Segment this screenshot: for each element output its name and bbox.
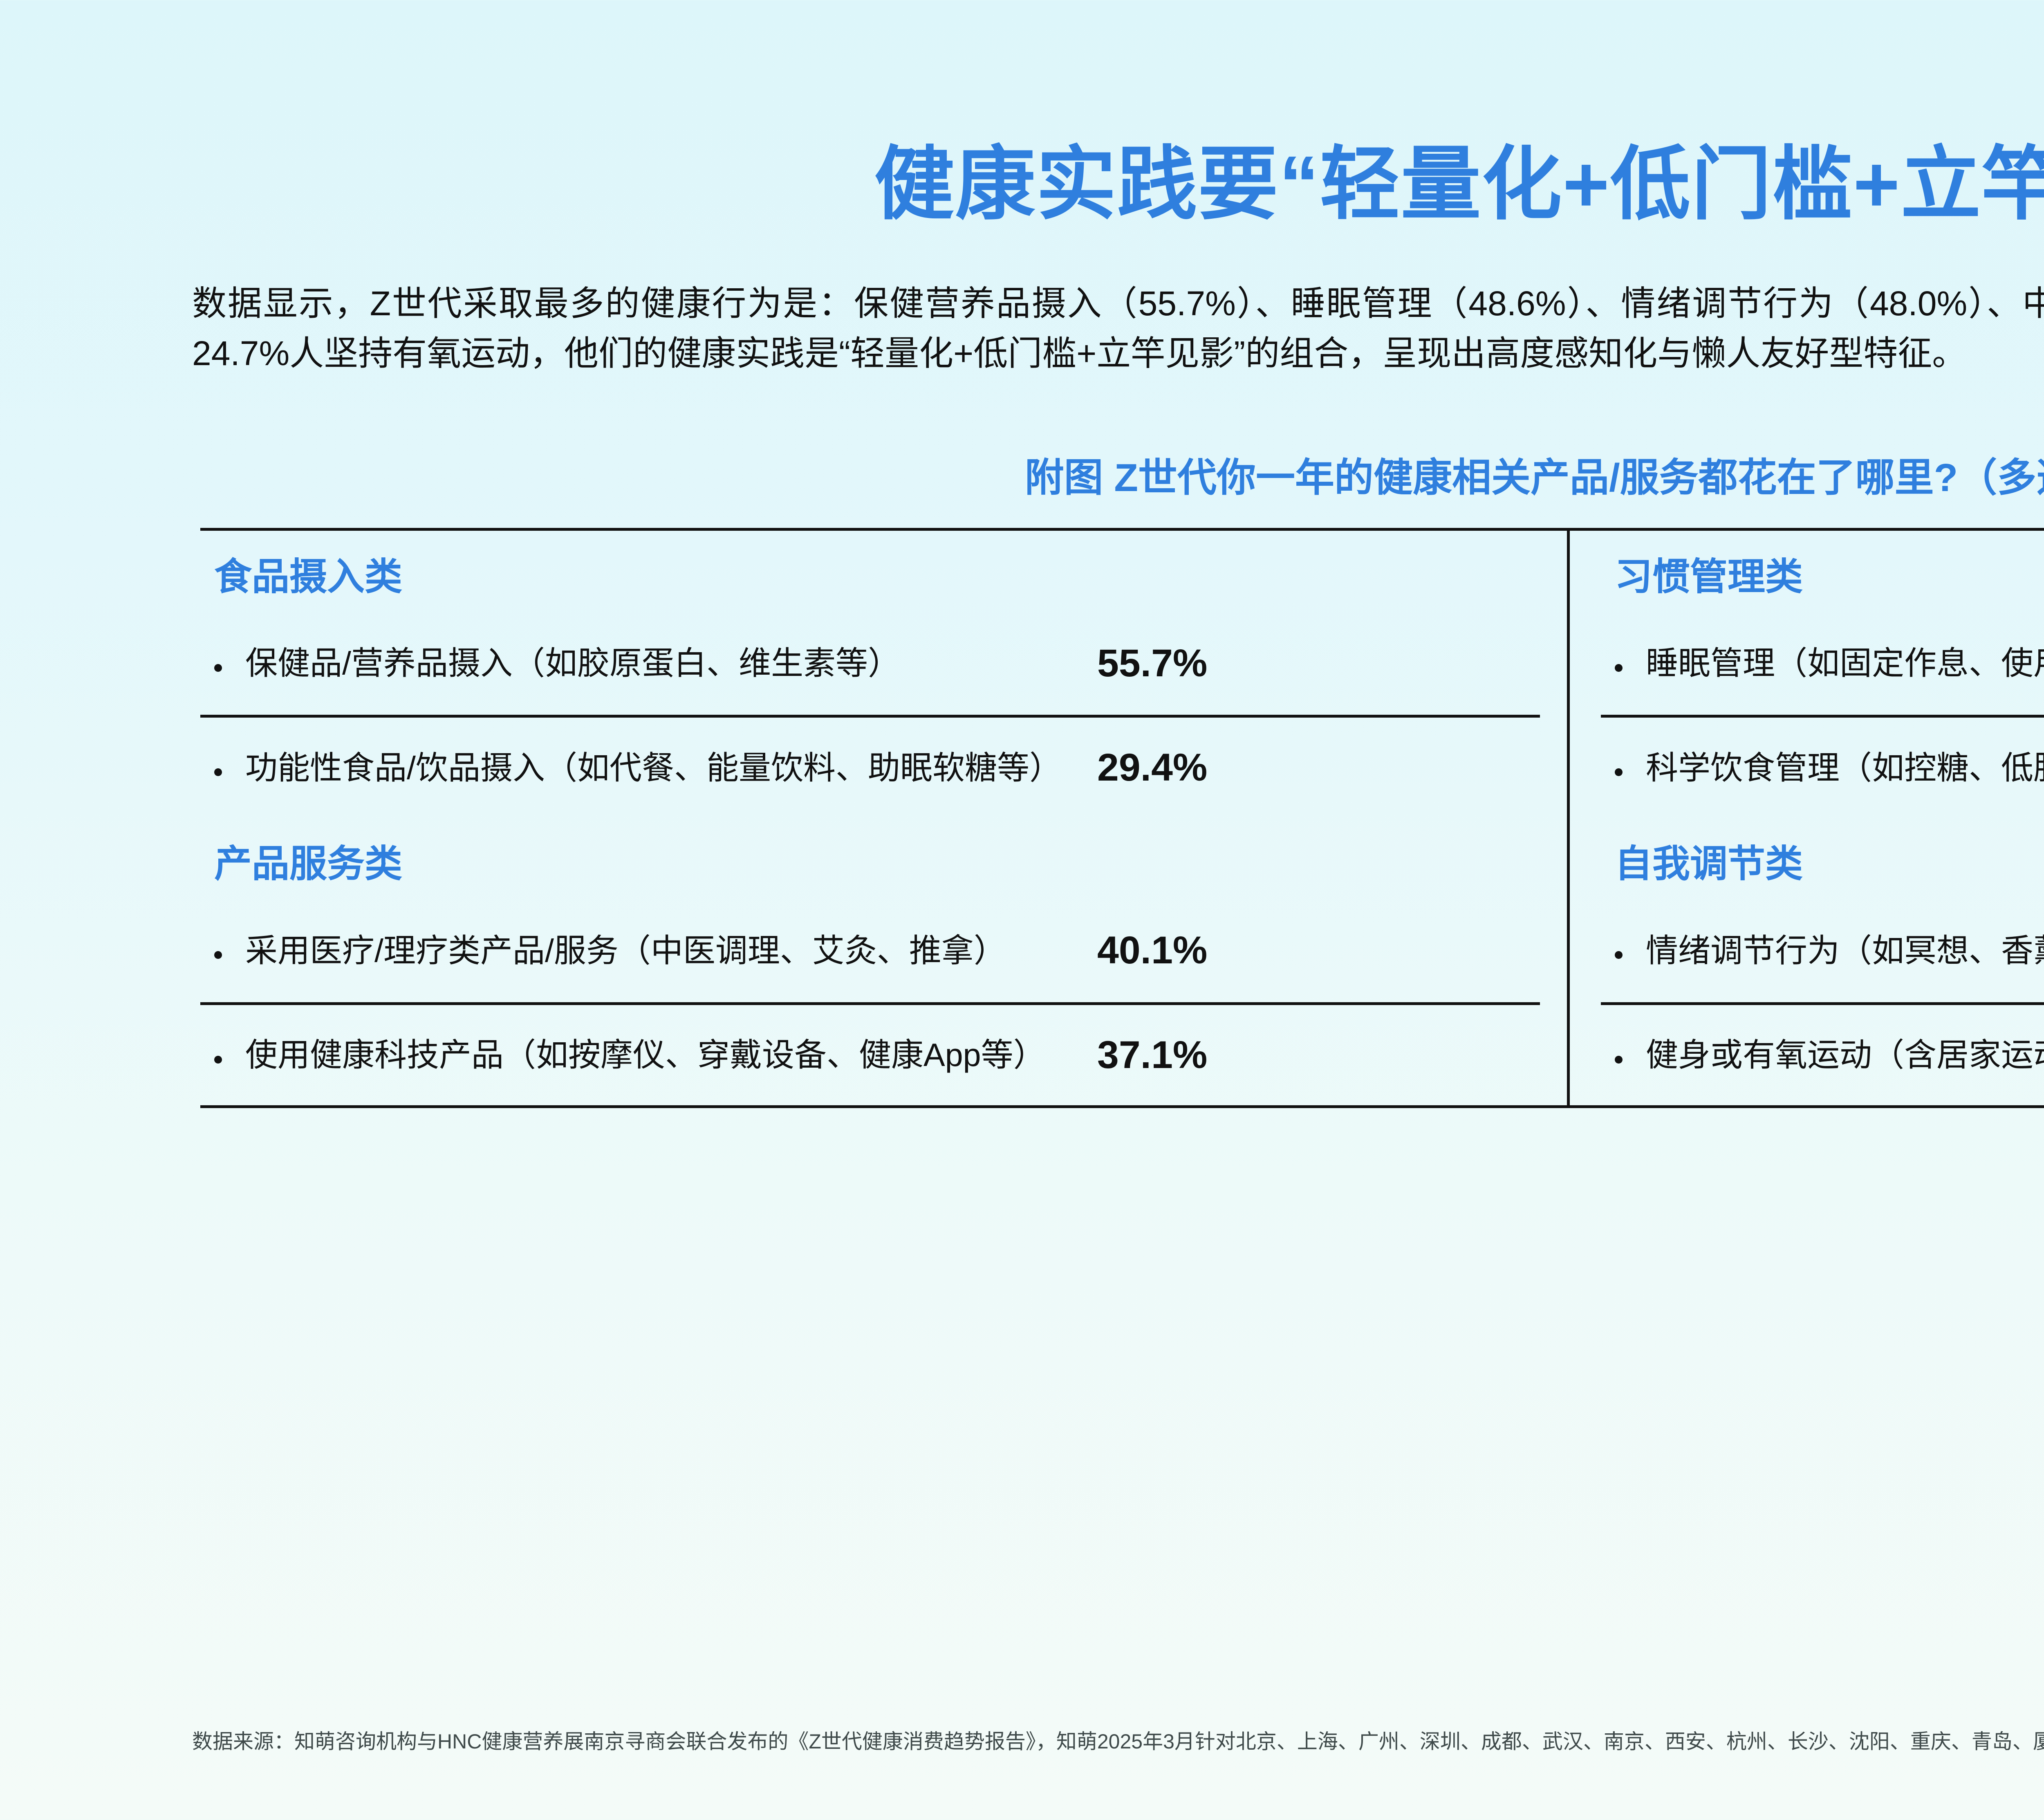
bullet-icon: [214, 648, 245, 678]
category-heading-food-intake: 食品摄入类: [214, 556, 403, 598]
row-label: 健身或有氧运动（含居家运动/健身房/跑步等）: [1646, 1037, 2044, 1073]
row-label: 采用医疗/理疗类产品/服务（中医调理、艾灸、推拿）: [245, 932, 1006, 969]
slide-page: 健康实践要“轻量化+低门槛+立竿见影” 数据显示，Z世代采取最多的健康行为是：保…: [0, 54, 2044, 1820]
row-value: 29.4%: [1097, 746, 1208, 790]
row-label: 情绪调节行为（如冥想、香薰疗愈、热敷、泡脚等）: [1646, 932, 2044, 969]
row-value: 37.1%: [1097, 1033, 1208, 1077]
row-label: 使用健康科技产品（如按摩仪、穿戴设备、健康App等）: [245, 1037, 1046, 1073]
table-row[interactable]: 睡眠管理（如固定作息、使用助眠产品） 48.6%: [1601, 612, 2044, 715]
bullet-icon: [214, 936, 245, 966]
category-heading-habit-management: 习惯管理类: [1615, 556, 1803, 598]
table-row[interactable]: 保健品/营养品摄入（如胶原蛋白、维生素等） 55.7%: [200, 612, 1540, 715]
bullet-icon: [214, 753, 245, 783]
table-column-left: 食品摄入类 保健品/营养品摄入（如胶原蛋白、维生素等） 55.7% 功能性食品/…: [200, 530, 1570, 1105]
table-grid: 食品摄入类 保健品/营养品摄入（如胶原蛋白、维生素等） 55.7% 功能性食品/…: [200, 527, 2044, 1108]
category-heading-self-regulation: 自我调节类: [1615, 843, 1803, 885]
table-row[interactable]: 使用健康科技产品（如按摩仪、穿戴设备、健康App等） 37.1%: [200, 1002, 1540, 1105]
row-value: 55.7%: [1097, 641, 1208, 685]
page-title: 健康实践要“轻量化+低门槛+立竿见影”: [874, 139, 2044, 229]
bullet-icon: [1615, 1040, 1646, 1070]
table-row[interactable]: 功能性食品/饮品摄入（如代餐、能量饮料、助眠软糖等） 29.4%: [200, 715, 1540, 818]
table-row[interactable]: 健身或有氧运动（含居家运动/健身房/跑步等） 24.7%: [1601, 1002, 2044, 1105]
bullet-icon: [214, 1040, 245, 1070]
table-row[interactable]: 情绪调节行为（如冥想、香薰疗愈、热敷、泡脚等） 48.0%: [1601, 899, 2044, 1002]
intro-paragraph: 数据显示，Z世代采取最多的健康行为是：保健营养品摄入（55.7%）、睡眠管理（4…: [192, 284, 2044, 373]
category-heading-product-service: 产品服务类: [214, 843, 403, 885]
bullet-icon: [1615, 936, 1646, 966]
table-row[interactable]: 采用医疗/理疗类产品/服务（中医调理、艾灸、推拿） 40.1%: [200, 899, 1540, 1002]
source-footnote: 数据来源：知萌咨询机构与HNC健康营养展南京寻商会联合发布的《Z世代健康消费趋势…: [192, 1730, 2044, 1753]
row-label: 睡眠管理（如固定作息、使用助眠产品）: [1646, 645, 2044, 682]
table-column-right: 习惯管理类 睡眠管理（如固定作息、使用助眠产品） 48.6% 科学饮食管理（如控…: [1570, 531, 2044, 1105]
figure-title: 附图 Z世代你一年的健康相关产品/服务都花在了哪里?（多选）: [1024, 456, 2044, 500]
table-row[interactable]: 科学饮食管理（如控糖、低脂、高蛋白、轻断食等） 28.5%: [1601, 715, 2044, 818]
row-value: 40.1%: [1097, 929, 1208, 972]
bullet-icon: [1615, 753, 1646, 783]
row-label: 保健品/营养品摄入（如胶原蛋白、维生素等）: [245, 645, 900, 682]
row-label: 功能性食品/饮品摄入（如代餐、能量饮料、助眠软糖等）: [245, 749, 1062, 786]
data-table: 食品摄入类 保健品/营养品摄入（如胶原蛋白、维生素等） 55.7% 功能性食品/…: [200, 527, 2044, 1108]
bullet-icon: [1615, 648, 1646, 678]
row-label: 科学饮食管理（如控糖、低脂、高蛋白、轻断食等）: [1646, 749, 2044, 786]
